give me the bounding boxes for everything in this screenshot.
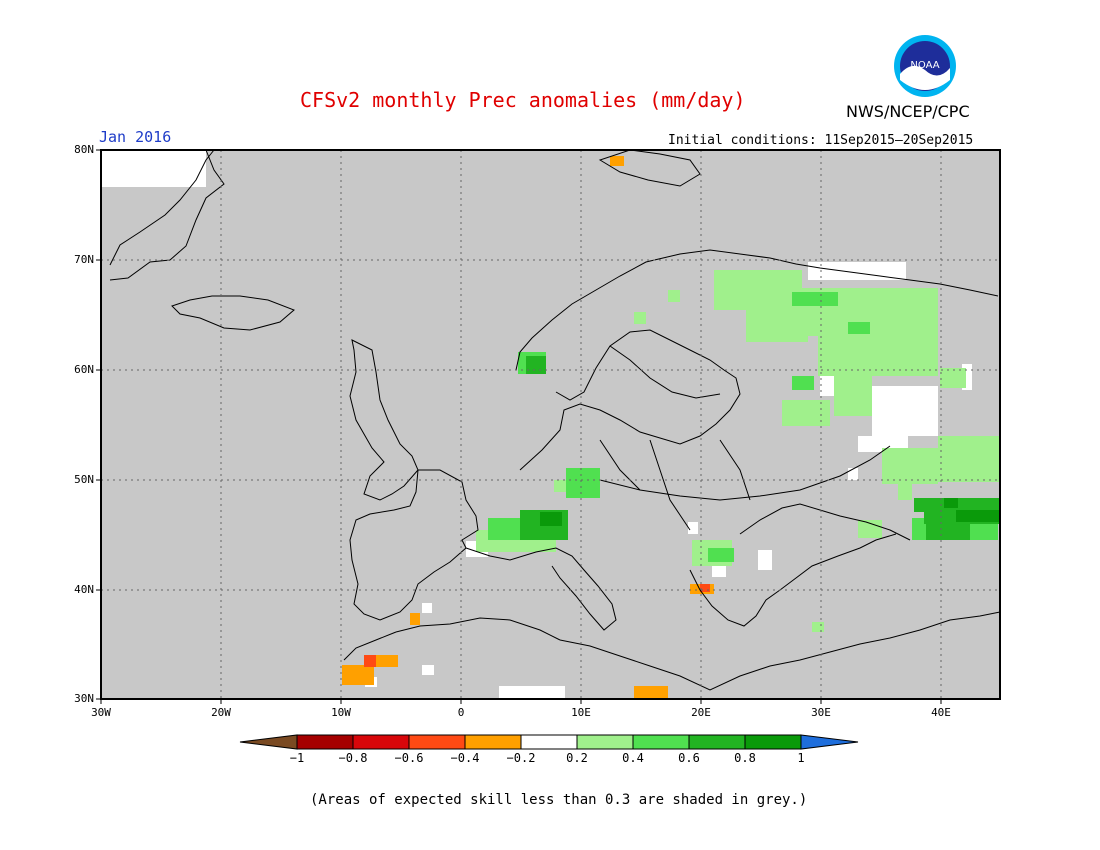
colorbar-tick-label: 0.2 — [566, 751, 588, 765]
colorbar-tick-label: 0.4 — [622, 751, 644, 765]
lon-label: 40E — [931, 706, 951, 719]
chart-title: CFSv2 monthly Prec anomalies (mm/day) — [300, 88, 746, 112]
lon-label: 20W — [211, 706, 231, 719]
map-panel — [96, 149, 1001, 704]
skill-footnote: (Areas of expected skill less than 0.3 a… — [310, 792, 808, 808]
graticule — [101, 150, 1000, 699]
agency-label: NWS/NCEP/CPC — [846, 102, 970, 121]
lon-label: 0 — [457, 706, 465, 719]
lon-label: 30E — [811, 706, 831, 719]
colorbar-tick-label: 0.8 — [734, 751, 756, 765]
skill-mask-grey — [101, 150, 1000, 699]
colorbar — [239, 734, 859, 750]
noaa-logo: NOAA — [894, 35, 956, 97]
map-border — [100, 149, 1001, 700]
lon-label: 10E — [571, 706, 591, 719]
target-month: Jan 2016 — [99, 128, 172, 146]
colorbar-tick-label: −0.4 — [450, 751, 480, 765]
colorbar-tick-label: 0.6 — [678, 751, 700, 765]
lat-label: 80N — [74, 143, 94, 156]
lon-label: 20E — [691, 706, 711, 719]
colorbar-tick-label: −0.2 — [506, 751, 536, 765]
coastlines — [109, 149, 1001, 691]
lon-label: 30W — [91, 706, 111, 719]
colorbar-tick-label: −1 — [289, 751, 305, 765]
lat-label: 40N — [74, 583, 94, 596]
anomaly-near-zero — [101, 150, 995, 699]
colorbar-tick-label: −0.6 — [394, 751, 424, 765]
axis-ticks — [96, 149, 942, 704]
lat-label: 50N — [74, 473, 94, 486]
anomaly-darkest-green — [540, 498, 1000, 526]
anomaly-red-orange — [364, 584, 710, 667]
lat-label: 30N — [74, 692, 94, 705]
noaa-logo-text: NOAA — [910, 60, 939, 71]
colorbar-high-arrow — [800, 734, 859, 750]
colorbar-tick-label: −0.8 — [338, 751, 368, 765]
lat-label: 60N — [74, 363, 94, 376]
lat-label: 70N — [74, 253, 94, 266]
colorbar-tick-label: 1 — [797, 751, 805, 765]
initial-conditions: Initial conditions: 11Sep2015–20Sep2015 — [668, 133, 974, 148]
lon-label: 10W — [331, 706, 351, 719]
colorbar-low-arrow — [239, 734, 298, 750]
